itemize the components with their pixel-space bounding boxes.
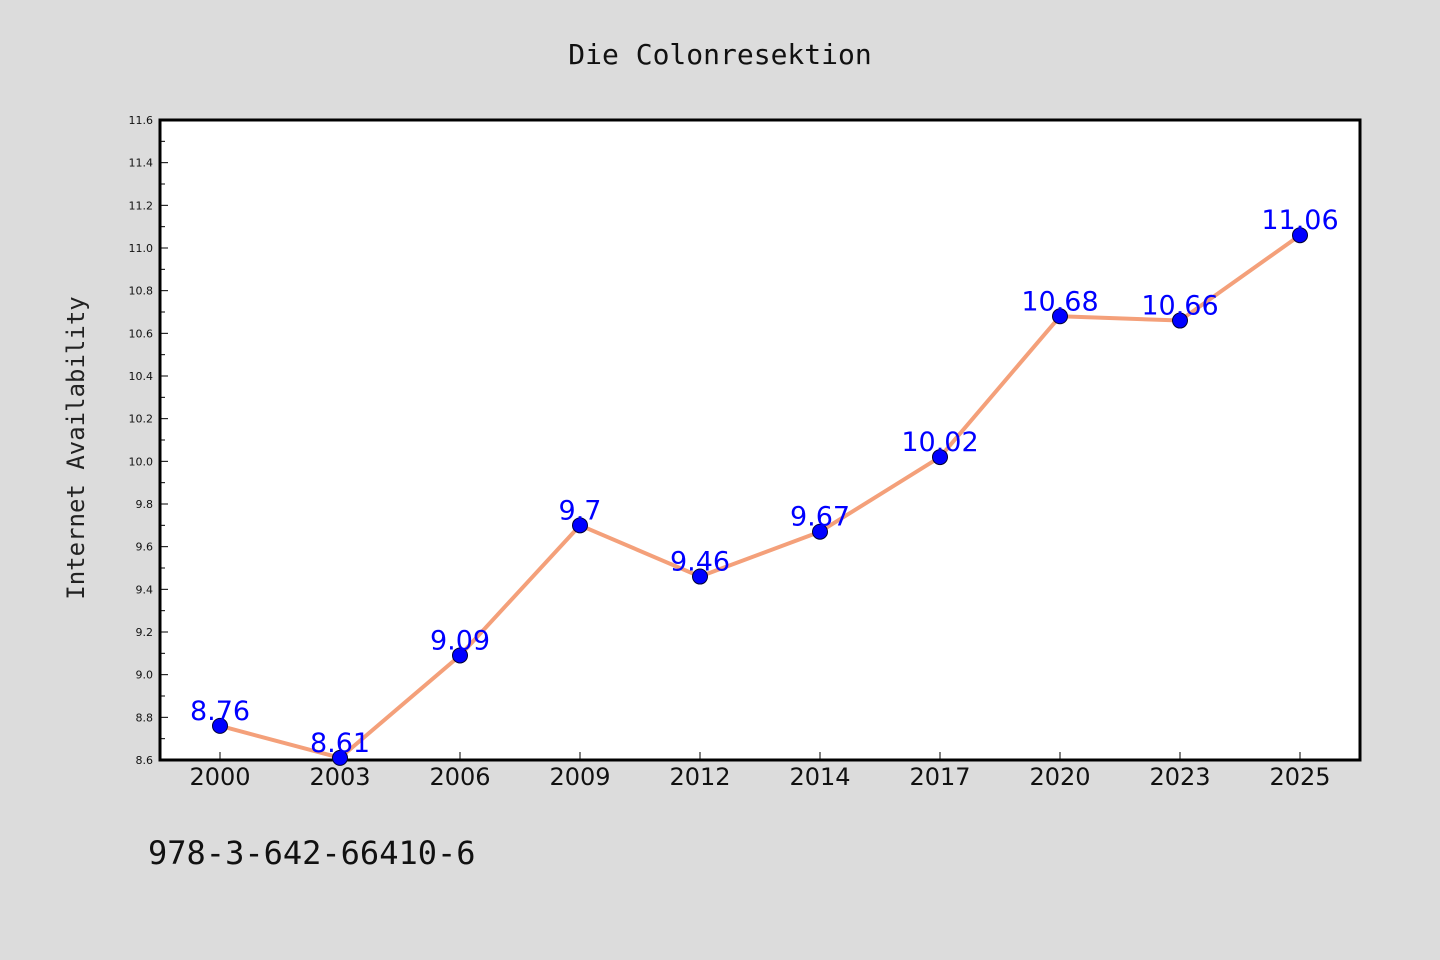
data-label: 8.61 bbox=[310, 728, 370, 759]
x-tick-label: 2023 bbox=[1149, 763, 1210, 791]
data-label: 9.7 bbox=[559, 495, 602, 526]
x-tick-label: 2012 bbox=[669, 763, 730, 791]
x-tick-label: 2020 bbox=[1029, 763, 1090, 791]
data-label: 8.76 bbox=[190, 696, 250, 727]
x-tick-label: 2009 bbox=[549, 763, 610, 791]
data-label: 10.68 bbox=[1021, 286, 1098, 317]
y-tick-label: 9.6 bbox=[136, 541, 154, 554]
x-tick-label: 2014 bbox=[789, 763, 850, 791]
plot-area bbox=[158, 118, 1362, 762]
x-tick-label: 2025 bbox=[1269, 763, 1330, 791]
data-point bbox=[1052, 308, 1068, 325]
series-layer bbox=[212, 227, 1308, 766]
y-tick-label: 11.0 bbox=[129, 242, 154, 255]
data-point bbox=[1172, 312, 1188, 329]
footer-isbn: 978-3-642-66410-6 bbox=[148, 834, 476, 872]
data-point bbox=[452, 647, 468, 664]
y-tick-label: 11.4 bbox=[129, 157, 154, 170]
y-tick-label: 9.0 bbox=[136, 669, 154, 682]
data-label: 9.67 bbox=[790, 502, 850, 533]
y-tick-label: 8.8 bbox=[136, 711, 154, 724]
series-line bbox=[218, 233, 1302, 760]
y-axis: 8.6 8.8 9.0 9.2 9.4 9.6 9.8 10.0 10.2 10.4 10.6 10.… bbox=[129, 114, 168, 767]
y-tick-label: 10.4 bbox=[129, 370, 154, 383]
y-tick-label: 11.2 bbox=[129, 199, 154, 212]
y-tick-label: 9.8 bbox=[136, 498, 154, 511]
x-tick-label: 2000 bbox=[189, 763, 250, 791]
chart-title: Die Colonresektion bbox=[568, 38, 871, 71]
y-tick-label: 11.6 bbox=[129, 114, 154, 127]
data-label: 11.06 bbox=[1261, 205, 1338, 236]
y-tick-label: 10.2 bbox=[129, 413, 154, 426]
data-point bbox=[1292, 227, 1308, 244]
data-label: 10.66 bbox=[1141, 291, 1218, 322]
data-labels: 8.76 8.61 9.09 9.7 9.46 9.67 10.02 10.68 10.66 11… bbox=[190, 205, 1339, 759]
data-point bbox=[932, 449, 948, 466]
data-label: 10.02 bbox=[901, 427, 978, 458]
y-tick-label: 10.6 bbox=[129, 327, 154, 340]
x-tick-label: 2006 bbox=[429, 763, 490, 791]
data-label: 9.46 bbox=[670, 547, 730, 578]
data-point bbox=[692, 568, 708, 585]
y-tick-label: 9.4 bbox=[136, 583, 154, 596]
x-axis: 2000 2003 2006 2009 2012 2014 2017 2020 2023 2025 bbox=[189, 752, 1331, 791]
data-label: 9.09 bbox=[430, 625, 490, 656]
data-point bbox=[332, 749, 348, 766]
x-tick-label: 2017 bbox=[909, 763, 970, 791]
data-point bbox=[212, 717, 228, 734]
y-tick-label: 8.6 bbox=[136, 754, 154, 767]
y-axis-label: Internet Availability bbox=[62, 296, 90, 599]
y-tick-label: 10.8 bbox=[129, 285, 154, 298]
x-tick-label: 2003 bbox=[309, 763, 370, 791]
data-point bbox=[812, 523, 828, 540]
y-tick-label: 10.0 bbox=[129, 455, 154, 468]
y-tick-label: 9.2 bbox=[136, 626, 154, 639]
data-point bbox=[572, 517, 588, 534]
